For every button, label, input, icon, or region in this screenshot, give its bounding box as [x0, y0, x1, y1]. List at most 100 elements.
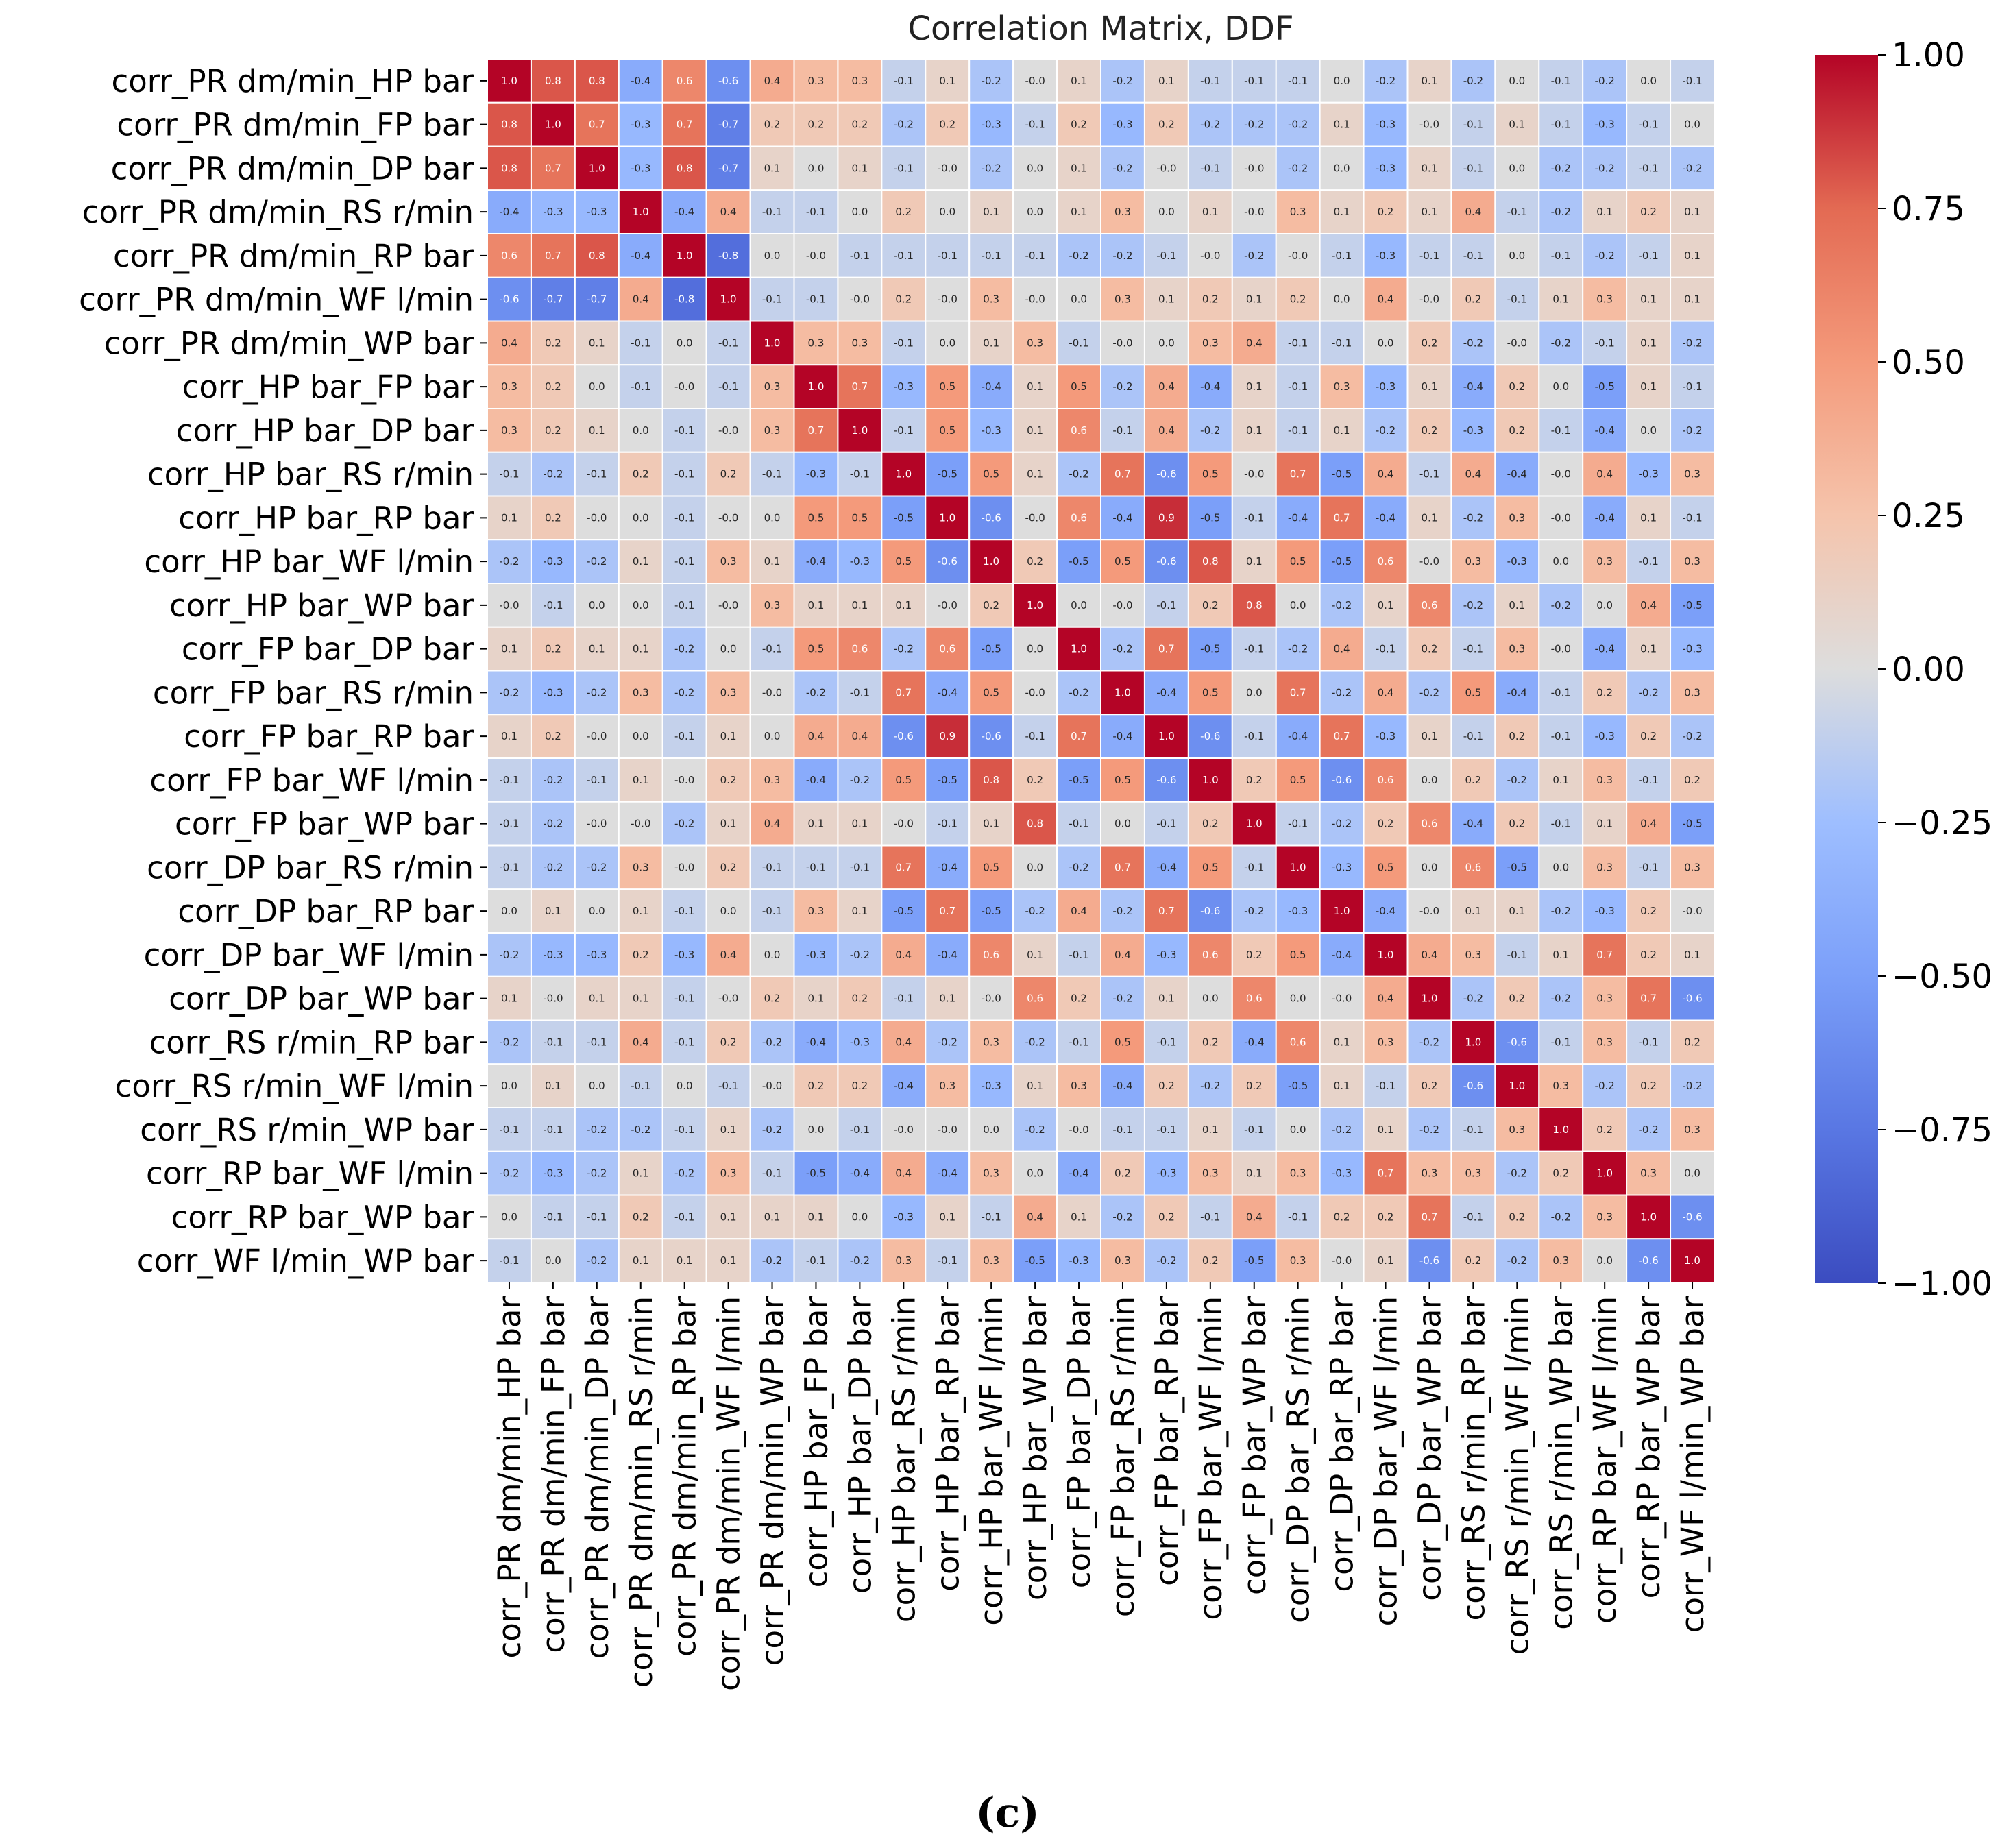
- heatmap-cell-label: -0.1: [1638, 555, 1658, 568]
- heatmap-cell: [618, 670, 663, 716]
- heatmap-cell-label: -0.2: [1463, 599, 1483, 611]
- heatmap-cell-label: -0.6: [1200, 730, 1220, 742]
- heatmap-cell: [1187, 932, 1233, 977]
- heatmap-cell: [487, 670, 532, 716]
- y-tick-label: corr_PR dm/min_WP bar: [104, 325, 474, 361]
- heatmap-cell-label: 0.2: [1422, 1080, 1438, 1092]
- heatmap-cell-label: 0.2: [1422, 424, 1438, 437]
- heatmap-cell-label: -0.2: [1156, 1254, 1176, 1267]
- heatmap-cell-label: 0.3: [501, 380, 517, 393]
- heatmap-cell-label: -0.3: [1376, 380, 1395, 393]
- heatmap-cell-label: 0.1: [939, 993, 955, 1005]
- heatmap-cell: [1319, 1019, 1365, 1065]
- heatmap-cell-label: 0.1: [1552, 774, 1569, 786]
- heatmap-cell-label: 0.3: [1640, 1167, 1657, 1180]
- heatmap-cell: [1275, 844, 1321, 890]
- heatmap-cell-label: 0.1: [501, 643, 517, 655]
- heatmap-cell: [1538, 1063, 1584, 1108]
- heatmap-cell-label: 0.3: [1027, 337, 1043, 349]
- heatmap-cell-label: -0.3: [1595, 905, 1615, 917]
- heatmap-cell-label: -0.2: [1069, 686, 1088, 698]
- heatmap-cell-label: 0.7: [1158, 905, 1175, 917]
- heatmap-cell-label: 0.3: [983, 1254, 999, 1267]
- x-tick-label: corr_PR dm/min_HP bar: [491, 1296, 528, 1659]
- heatmap-cell-label: 0.2: [1596, 1123, 1613, 1136]
- figure-caption: (c): [975, 1789, 1039, 1837]
- heatmap-cell-label: 1.0: [1684, 1254, 1701, 1267]
- heatmap-cell-label: 1.0: [1246, 818, 1263, 830]
- heatmap-cell-label: 0.1: [1027, 424, 1043, 437]
- heatmap-cell: [1538, 320, 1584, 366]
- heatmap-cell: [1538, 1194, 1584, 1240]
- heatmap-cell: [1670, 757, 1716, 803]
- heatmap-cell-label: 0.3: [1465, 1167, 1481, 1180]
- heatmap-cell: [1100, 1150, 1145, 1196]
- heatmap-cell-label: 0.3: [1684, 555, 1701, 568]
- heatmap-cell-label: -0.3: [982, 1080, 1001, 1092]
- heatmap-cell: [1538, 1107, 1584, 1152]
- heatmap-cell-label: -0.1: [982, 250, 1001, 262]
- heatmap-cell: [837, 1238, 883, 1283]
- colorbar-tick-label: 0.00: [1892, 651, 1965, 689]
- heatmap-cell: [1187, 844, 1233, 890]
- x-tick-label: corr_FP bar_DP bar: [1061, 1296, 1097, 1589]
- heatmap-cell: [837, 233, 883, 278]
- heatmap-cell-label: -0.2: [1463, 75, 1483, 87]
- heatmap-cell-label: -0.1: [499, 818, 519, 830]
- heatmap-cell: [1187, 145, 1233, 191]
- heatmap-cell-label: -0.1: [762, 905, 782, 917]
- heatmap-cell: [1056, 320, 1101, 366]
- heatmap-cell: [1494, 1063, 1540, 1108]
- heatmap-cell: [1187, 670, 1233, 716]
- heatmap-cell-label: 0.4: [895, 1167, 912, 1180]
- heatmap-cell-label: -0.2: [1419, 686, 1439, 698]
- heatmap-cell-label: -0.5: [1332, 555, 1352, 568]
- heatmap-cell: [530, 1150, 576, 1196]
- heatmap-cell-label: -0.0: [938, 1123, 958, 1136]
- heatmap-cell-label: -0.3: [1156, 949, 1176, 961]
- heatmap-cell-label: 0.1: [1027, 380, 1043, 393]
- heatmap-cell: [1056, 1063, 1101, 1108]
- heatmap-cell-label: -0.2: [1507, 1254, 1527, 1267]
- heatmap-cell-label: 0.7: [1334, 730, 1350, 742]
- heatmap-cell: [1363, 801, 1409, 847]
- heatmap-cell: [661, 189, 707, 234]
- heatmap-cell: [793, 539, 839, 584]
- y-tick-label: corr_RS r/min_WF l/min: [115, 1068, 474, 1104]
- heatmap-cell: [530, 1019, 576, 1065]
- heatmap-cell-label: -0.1: [1463, 730, 1483, 742]
- heatmap-cell-label: -0.1: [1376, 1080, 1395, 1092]
- heatmap-cell-label: -0.3: [1069, 1254, 1088, 1267]
- heatmap-cell-label: -0.2: [1025, 1036, 1045, 1048]
- heatmap-cell-label: 0.1: [1071, 206, 1087, 218]
- heatmap-cell-label: 0.2: [1509, 380, 1525, 393]
- heatmap-cell-label: -0.1: [1244, 75, 1264, 87]
- heatmap-cell-label: -0.0: [1288, 250, 1308, 262]
- heatmap-cell-label: -0.1: [1682, 380, 1702, 393]
- heatmap-cell-label: 0.3: [633, 686, 649, 698]
- heatmap-cell-label: 0.2: [633, 949, 649, 961]
- heatmap-cell-label: -0.7: [587, 293, 607, 306]
- heatmap-cell-label: -0.1: [1551, 730, 1571, 742]
- heatmap-cell: [1143, 801, 1189, 847]
- heatmap-cell: [968, 364, 1014, 409]
- heatmap-cell: [1626, 932, 1672, 977]
- heatmap-cell-label: 0.8: [983, 774, 999, 786]
- heatmap-cell-label: -0.1: [1507, 949, 1527, 961]
- heatmap-cell-label: -0.2: [762, 1123, 782, 1136]
- heatmap-cell-label: -0.2: [1376, 424, 1395, 437]
- y-tick-label: corr_DP bar_RS r/min: [147, 849, 474, 886]
- heatmap-cell: [925, 1107, 971, 1152]
- heatmap-cell-label: 0.2: [1509, 424, 1525, 437]
- heatmap-cell-label: 1.0: [764, 337, 781, 349]
- heatmap-cell-label: 0.0: [939, 206, 955, 218]
- heatmap-cell-label: 1.0: [1552, 1123, 1569, 1136]
- heatmap-cell-label: 0.1: [1640, 293, 1657, 306]
- heatmap-cell: [1494, 1019, 1540, 1065]
- heatmap-cell-label: -0.6: [499, 293, 519, 306]
- heatmap-cell: [1056, 714, 1101, 759]
- heatmap-cell-label: 0.0: [1596, 1254, 1613, 1267]
- heatmap-cell: [881, 58, 927, 104]
- heatmap-cell: [1143, 583, 1189, 628]
- heatmap-cell-label: 0.1: [1246, 424, 1263, 437]
